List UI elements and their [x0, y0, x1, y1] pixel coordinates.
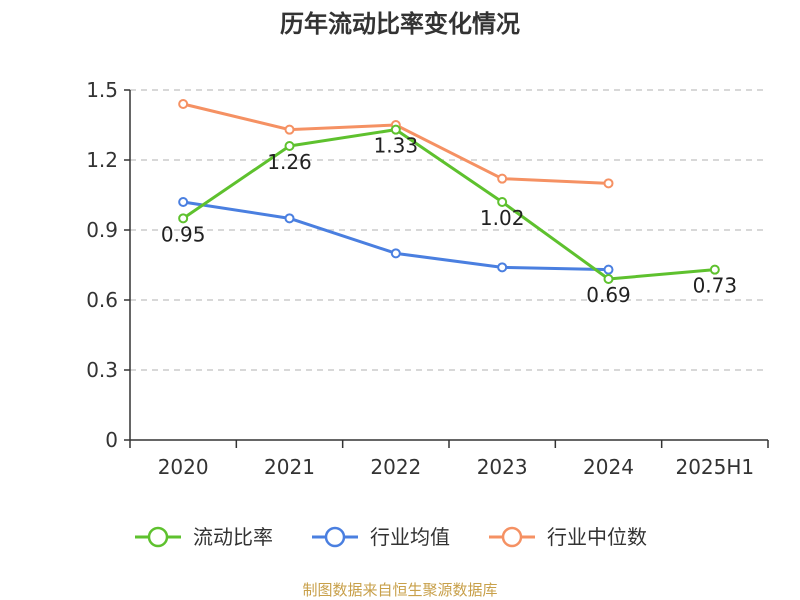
data-label: 0.73 [693, 274, 738, 298]
series-lines [178, 99, 720, 284]
y-tick-label: 0.3 [86, 358, 118, 382]
x-tick-label: 2023 [477, 455, 528, 479]
data-label: 0.69 [586, 283, 631, 307]
series-line-1 [182, 200, 609, 272]
legend-marker [147, 526, 169, 548]
data-point[interactable] [603, 178, 614, 189]
y-tick-label: 0.9 [86, 218, 118, 242]
source-note: 制图数据来自恒生聚源数据库 [302, 581, 497, 599]
data-point[interactable] [603, 264, 614, 275]
legend-label: 流动比率 [193, 525, 273, 549]
x-tick-label: 2024 [583, 455, 634, 479]
legend-item-0[interactable]: 流动比率 [135, 525, 273, 549]
legend-label: 行业中位数 [547, 525, 647, 549]
data-point[interactable] [390, 124, 401, 135]
data-point[interactable] [178, 99, 189, 109]
data-point[interactable] [709, 264, 720, 275]
x-tick-label: 2025H1 [675, 455, 754, 479]
y-tick-label: 0 [105, 428, 118, 452]
data-label: 1.33 [374, 134, 419, 158]
x-tick-label: 2021 [264, 455, 315, 479]
data-point[interactable] [390, 248, 401, 259]
legend[interactable]: 流动比率 行业均值 行业中位数 [135, 525, 647, 549]
legend-label: 行业均值 [370, 525, 450, 549]
data-point[interactable] [497, 262, 508, 273]
y-tick-label: 0.6 [86, 288, 118, 312]
legend-item-2[interactable]: 行业中位数 [489, 525, 647, 549]
data-label: 1.02 [480, 206, 525, 230]
data-label: 1.26 [267, 150, 312, 174]
data-point[interactable] [178, 213, 189, 224]
y-tick-label: 1.5 [86, 78, 118, 102]
legend-item-1[interactable]: 行业均值 [312, 525, 450, 549]
x-tick-label: 2020 [158, 455, 209, 479]
data-point[interactable] [497, 173, 508, 184]
y-tick-label: 1.2 [86, 148, 118, 172]
data-point[interactable] [497, 197, 508, 207]
data-labels: 0.95 1.26 1.33 1.02 0.69 0.73 [161, 134, 737, 307]
legend-marker [324, 526, 346, 548]
data-point[interactable] [603, 274, 614, 284]
legend-marker [501, 526, 523, 548]
data-point[interactable] [284, 213, 295, 224]
data-label: 0.95 [161, 222, 206, 246]
x-tick-label: 2022 [370, 455, 421, 479]
data-point[interactable] [178, 197, 189, 207]
series-line-0 [182, 128, 715, 281]
axes: 0 0.3 0.6 0.9 1.2 1.5 2020 2021 2022 2023 2024 2025… [86, 78, 769, 479]
data-point[interactable] [284, 141, 295, 151]
chart-title: 历年流动比率变化情况 [280, 10, 520, 38]
grid-lines [130, 89, 768, 371]
data-point[interactable] [284, 124, 295, 135]
